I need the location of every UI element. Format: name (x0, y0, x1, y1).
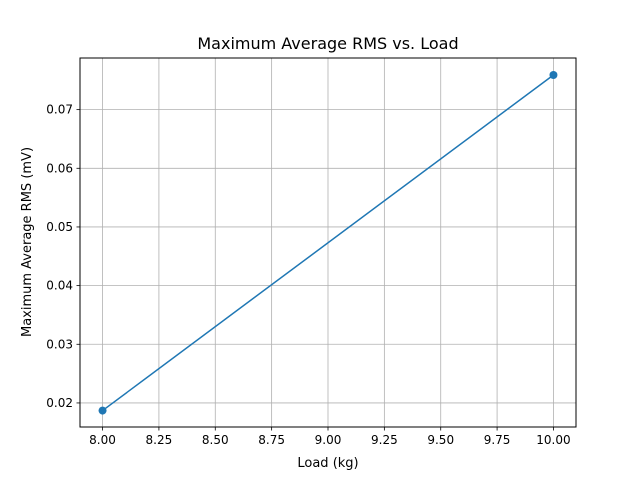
x-tick-label: 9.25 (371, 433, 398, 447)
y-tick-label: 0.07 (46, 103, 73, 117)
x-tick-label: 8.25 (146, 433, 173, 447)
x-tick-label: 9.00 (315, 433, 342, 447)
y-axis-label: Maximum Average RMS (mV) (20, 147, 35, 337)
data-series (98, 71, 558, 415)
y-tick-label: 0.04 (46, 279, 73, 293)
x-tick-label: 8.50 (202, 433, 229, 447)
x-tick-label: 10.00 (536, 433, 570, 447)
x-tick-label: 8.00 (89, 433, 116, 447)
x-tick-label: 8.75 (258, 433, 285, 447)
series-line (102, 74, 554, 412)
y-tick-label: 0.03 (46, 337, 73, 351)
x-axis-label: Load (kg) (297, 456, 358, 471)
y-tick-label: 0.06 (46, 161, 73, 175)
data-point (98, 406, 107, 415)
chart-title: Maximum Average RMS vs. Load (197, 34, 458, 53)
x-tick-label: 9.75 (484, 433, 511, 447)
x-tick-label: 9.50 (427, 433, 454, 447)
data-point (549, 71, 558, 80)
axis-ticks: 8.00 8.25 8.50 8.75 9.00 9.25 9.50 9.75 10.00 0.0… (46, 103, 570, 447)
y-tick-label: 0.02 (46, 396, 73, 410)
y-tick-label: 0.05 (46, 220, 73, 234)
